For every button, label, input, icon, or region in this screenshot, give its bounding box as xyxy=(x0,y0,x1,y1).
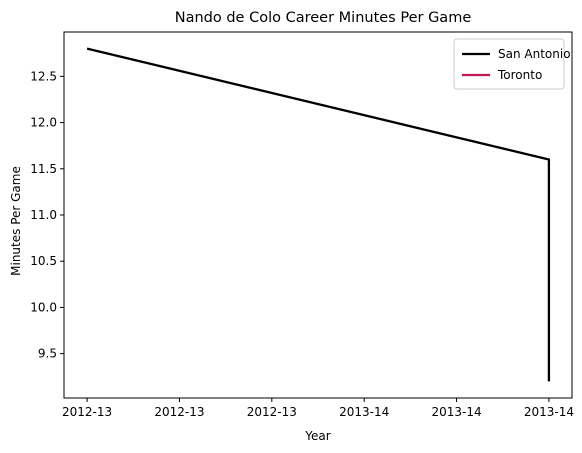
legend: San Antonio Toronto xyxy=(453,38,571,90)
y-tick-label: 10.5 xyxy=(30,254,57,268)
y-tick-label: 11.0 xyxy=(30,208,57,222)
legend-label: Toronto xyxy=(497,68,542,82)
y-tick-label: 12.5 xyxy=(30,69,57,83)
plot-area: 2012-13 2012-13 2012-13 2013-14 2013-14 2013-… xyxy=(30,31,574,419)
x-tick-label: 2012-13 xyxy=(62,405,112,419)
y-tick-label: 11.5 xyxy=(30,162,57,176)
x-tick-label: 2013-14 xyxy=(431,405,481,419)
x-tick-label: 2012-13 xyxy=(247,405,297,419)
x-tick-label: 2012-13 xyxy=(154,405,204,419)
x-tick-label: 2013-14 xyxy=(524,405,574,419)
series-line-san-antonio xyxy=(86,47,551,382)
x-tick-label: 2013-14 xyxy=(339,405,389,419)
chart-title: Nando de Colo Career Minutes Per Game xyxy=(175,10,472,26)
legend-label: San Antonio xyxy=(498,47,571,61)
y-tick-label: 10.0 xyxy=(30,300,57,314)
y-tick-label: 9.5 xyxy=(38,347,57,361)
y-tick-label: 12.0 xyxy=(30,116,57,130)
y-axis-title: Minutes Per Game xyxy=(9,166,23,276)
x-axis-title: Year xyxy=(304,429,330,443)
legend-box xyxy=(453,38,565,90)
